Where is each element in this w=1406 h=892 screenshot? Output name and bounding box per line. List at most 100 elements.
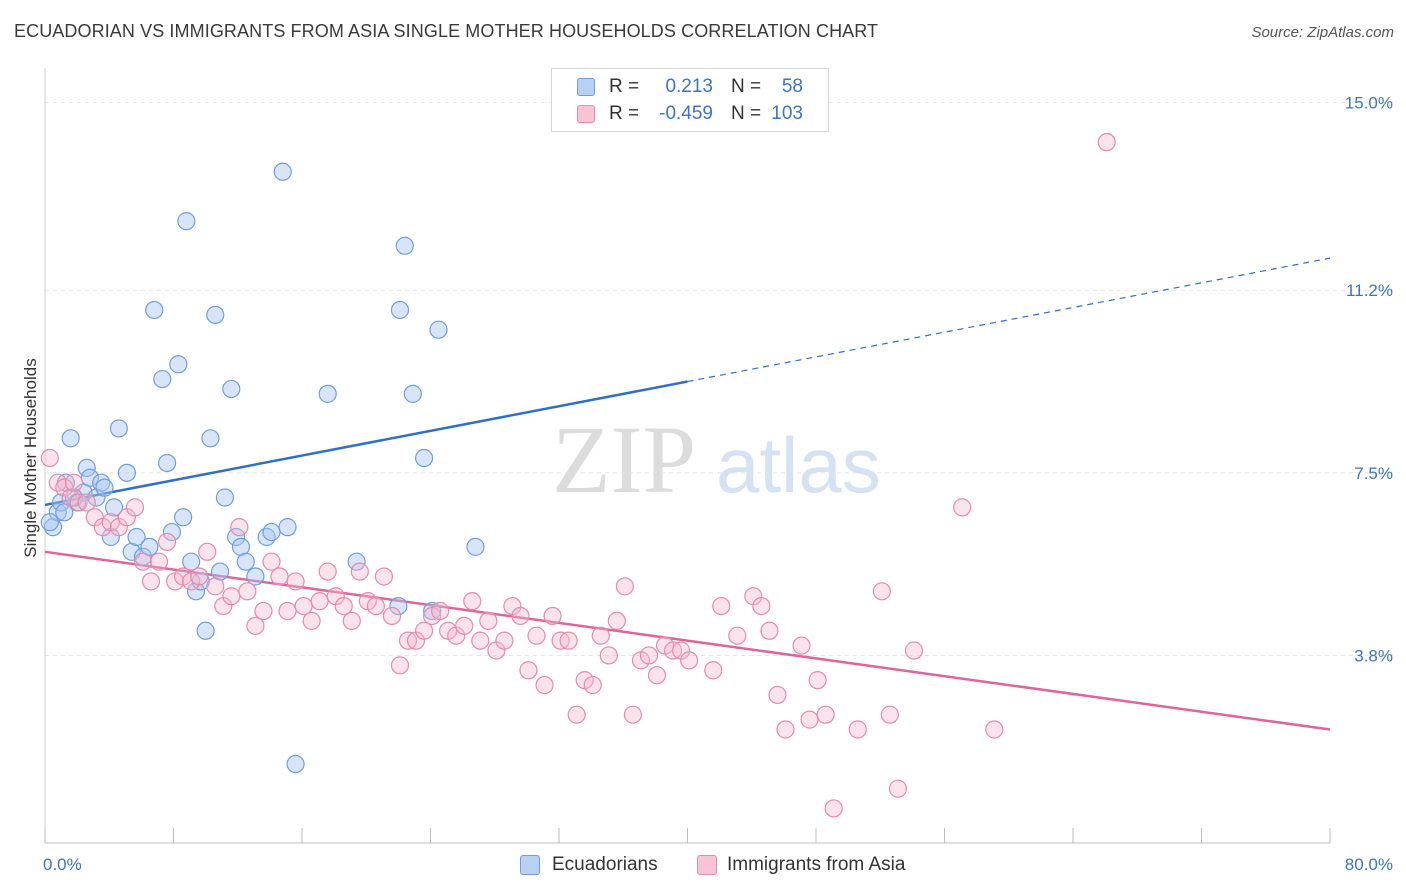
immigrants-asia-point xyxy=(198,542,217,561)
x-tick-label: 80.0% xyxy=(1345,855,1393,874)
ecuadorians-point xyxy=(395,236,414,255)
immigrants-asia-point xyxy=(471,631,490,650)
immigrants-asia-point xyxy=(776,720,795,739)
legend-label-ecuadorians: Ecuadorians xyxy=(552,854,658,875)
ecuadorians-point xyxy=(95,478,114,497)
ecuadorians-point xyxy=(196,621,215,640)
immigrants-asia-point xyxy=(206,577,225,596)
y-tick-label: 3.8% xyxy=(1354,646,1393,665)
immigrants-asia-point xyxy=(278,601,297,621)
ecuadorians-point xyxy=(77,458,96,478)
immigrants-asia-point xyxy=(246,616,265,635)
ecuadorians-point xyxy=(347,552,366,571)
ecuadorians-point xyxy=(169,355,188,374)
immigrants-asia-legend-swatch xyxy=(697,855,717,875)
immigrants-asia-point xyxy=(286,572,305,591)
immigrants-asia-point xyxy=(647,666,667,685)
immigrants-asia-point xyxy=(390,656,410,675)
ecuadorians-point xyxy=(262,522,281,542)
immigrants-asia-point xyxy=(230,518,249,537)
ecuadorians-point xyxy=(104,498,124,517)
ecuadorians-point xyxy=(318,384,337,403)
ecuadorians-point xyxy=(40,513,59,532)
ecuadorians-point xyxy=(390,300,410,320)
immigrants-asia-point xyxy=(543,606,562,626)
immigrants-asia-point xyxy=(157,532,177,552)
immigrants-asia-point xyxy=(583,675,602,695)
ecuadorians-point xyxy=(227,527,246,547)
r-value: -0.459 xyxy=(659,103,713,124)
immigrants-asia-point xyxy=(872,582,891,601)
immigrants-asia-point xyxy=(64,473,84,492)
y-tick-label: 11.2% xyxy=(1346,281,1393,300)
immigrants-asia-point xyxy=(310,592,329,611)
immigrants-asia-point xyxy=(463,592,482,611)
ecuadorians-point xyxy=(109,419,128,438)
ecuadorians-point xyxy=(246,567,265,586)
trend-lines xyxy=(44,257,1331,731)
n-label: N = xyxy=(731,103,762,124)
immigrants-asia-point xyxy=(238,582,257,601)
immigrants-asia-point xyxy=(792,636,811,655)
immigrants-asia-point xyxy=(511,606,530,626)
immigrants-asia-point xyxy=(728,626,747,645)
source-label: Source: ZipAtlas.com xyxy=(1251,24,1394,41)
immigrants-asia-point xyxy=(953,498,972,517)
ecuadorians-point xyxy=(177,212,196,231)
data-points xyxy=(40,133,1116,818)
immigrants-asia-point xyxy=(414,621,434,640)
immigrants-asia-point xyxy=(334,596,353,616)
ecuadorians-point xyxy=(174,508,193,527)
immigrants-asia-point xyxy=(254,601,273,621)
immigrants-asia-point xyxy=(800,710,819,729)
ecuadorians-point xyxy=(162,522,181,542)
ecuadorians-swatch xyxy=(577,78,595,96)
immigrants-asia-point xyxy=(342,611,361,631)
y-tick-label: 7.5% xyxy=(1354,464,1393,483)
y-tick-label: 15.0% xyxy=(1345,94,1393,113)
immigrants-asia-point xyxy=(824,799,843,818)
ecuadorians-point xyxy=(157,453,177,473)
ecuadorians-point xyxy=(153,369,172,389)
ecuadorians-point xyxy=(201,429,220,448)
ecuadorians-point xyxy=(92,473,111,492)
ecuadorians-point xyxy=(414,448,434,468)
ecuadorians-point xyxy=(286,754,305,774)
immigrants-asia-point xyxy=(519,661,538,680)
stats-legend: R = 0.213 N = 58 R = -0.459 N = 103 xyxy=(551,68,829,132)
ecuadorians-point xyxy=(389,596,408,616)
immigrants-asia-point xyxy=(262,552,281,571)
n-value: 58 xyxy=(781,76,803,97)
immigrants-asia-point xyxy=(752,596,771,616)
immigrants-asia-point xyxy=(559,631,578,650)
watermark: ZIP atlas xyxy=(552,406,881,513)
immigrants-asia-point xyxy=(302,611,321,631)
watermark-atlas: atlas xyxy=(716,421,881,509)
ecuadorians-point xyxy=(206,305,225,325)
immigrants-asia-point xyxy=(350,562,369,581)
chart-title: ECUADORIAN VS IMMIGRANTS FROM ASIA SINGL… xyxy=(14,21,879,41)
immigrants-asia-point xyxy=(374,567,394,586)
stats-row-immigrants-asia: R = -0.459 N = 103 xyxy=(552,101,828,127)
immigrants-asia-point xyxy=(366,596,385,616)
immigrants-asia-point xyxy=(880,705,899,724)
ecuadorians-point xyxy=(429,320,448,339)
ecuadorians-trend-line xyxy=(44,380,688,507)
legend-label-immigrants-asia: Immigrants from Asia xyxy=(727,854,906,875)
immigrants-asia-point xyxy=(639,646,659,665)
immigrants-asia-point xyxy=(535,675,554,695)
immigrants-asia-point xyxy=(816,705,835,724)
ecuadorians-point xyxy=(127,527,146,547)
ecuadorians-point xyxy=(273,162,292,181)
immigrants-asia-point xyxy=(40,448,59,468)
ecuadorians-point xyxy=(145,300,164,320)
immigrants-asia-point xyxy=(141,572,161,591)
immigrants-asia-point xyxy=(77,493,96,512)
immigrants-asia-point xyxy=(591,626,610,645)
immigrants-asia-point xyxy=(985,720,1004,739)
series-legend: Ecuadorians Immigrants from Asia xyxy=(0,851,1406,879)
immigrants-asia-point xyxy=(270,567,289,586)
immigrants-asia-point xyxy=(455,616,474,635)
ecuadorians-point xyxy=(215,488,234,507)
ecuadorians-point xyxy=(186,582,206,601)
